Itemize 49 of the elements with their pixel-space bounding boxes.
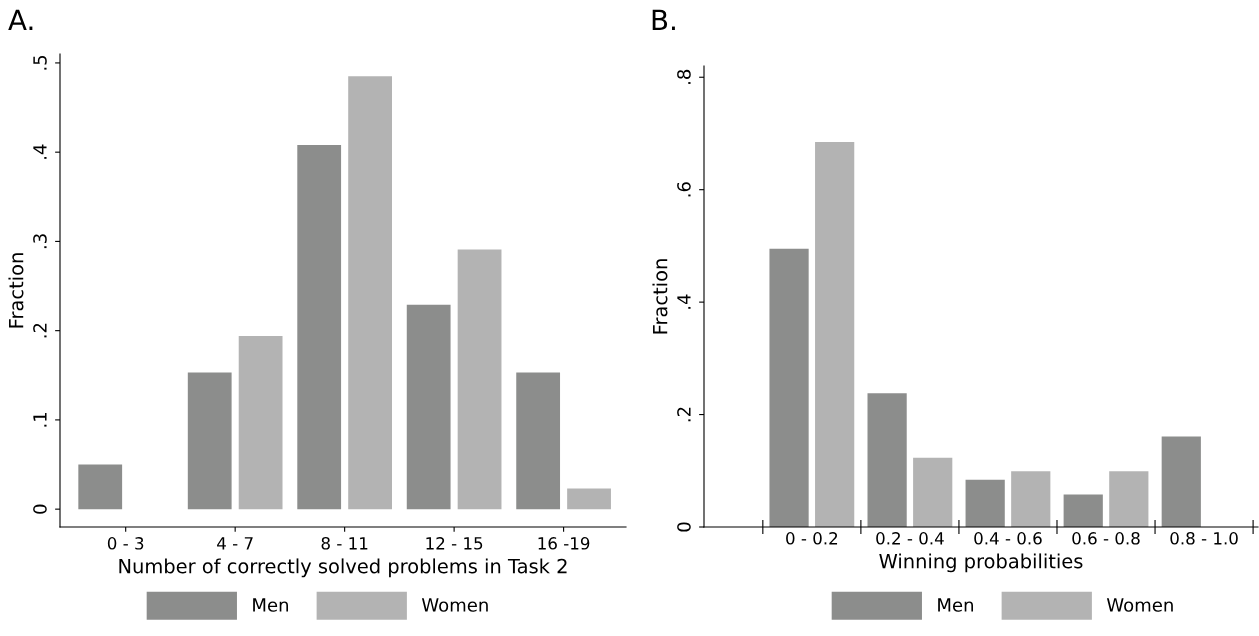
bar	[567, 488, 611, 510]
y-tick-label: .2	[677, 407, 691, 422]
legend-label: Women	[1106, 598, 1173, 612]
bar	[815, 141, 855, 527]
y-tick-label: .1	[33, 412, 47, 427]
y-tick-label: 0	[33, 504, 47, 514]
x-tick-label: 0.2 - 0.4	[876, 532, 944, 545]
bar	[965, 479, 1005, 527]
bar	[1063, 494, 1103, 527]
bar	[78, 464, 123, 510]
y-tick-label: .5	[33, 55, 47, 70]
bar	[516, 372, 561, 510]
bar	[769, 248, 809, 527]
chart-title: B.	[652, 9, 675, 30]
y-tick-label: .2	[33, 323, 47, 338]
y-tick-label: .8	[677, 69, 691, 84]
bar	[457, 249, 502, 510]
y-tick-label: 0	[677, 522, 691, 532]
x-axis-title: Winning probabilities	[879, 553, 1083, 573]
bar	[187, 372, 232, 510]
bar	[297, 145, 342, 510]
legend-label: Men	[253, 598, 288, 612]
x-tick-label: 0 - 3	[107, 537, 144, 550]
x-tick-label: 0.4 - 0.6	[974, 532, 1042, 545]
y-tick-label: .3	[33, 234, 47, 249]
y-axis-title: Fraction	[8, 253, 24, 328]
chart-title: A.	[8, 9, 33, 30]
bar	[238, 336, 283, 510]
legend-label: Women	[421, 598, 488, 612]
bar	[406, 304, 451, 510]
legend-label: Men	[938, 598, 973, 612]
bar	[1161, 436, 1201, 527]
bar	[1109, 471, 1149, 527]
bar	[348, 76, 392, 510]
x-tick-label: 4 - 7	[217, 537, 253, 550]
x-tick-label: 0.6 - 0.8	[1072, 532, 1140, 545]
y-axis-title: Fraction	[652, 259, 668, 334]
bar	[913, 457, 953, 527]
bar	[1011, 471, 1051, 527]
x-tick-label: 0.8 - 1.0	[1170, 532, 1238, 545]
x-tick-label: 8 - 11	[321, 537, 368, 550]
y-tick-label: .6	[677, 182, 691, 197]
x-axis-title: Number of correctly solved problems in Task 2	[119, 558, 567, 578]
bar	[867, 393, 907, 527]
y-tick-label: .4	[33, 144, 47, 159]
y-tick-label: .4	[677, 294, 691, 309]
x-tick-label: 0 - 0.2	[786, 532, 838, 545]
x-tick-label: 16 -19	[538, 537, 590, 550]
x-tick-label: 12 - 15	[426, 537, 483, 550]
